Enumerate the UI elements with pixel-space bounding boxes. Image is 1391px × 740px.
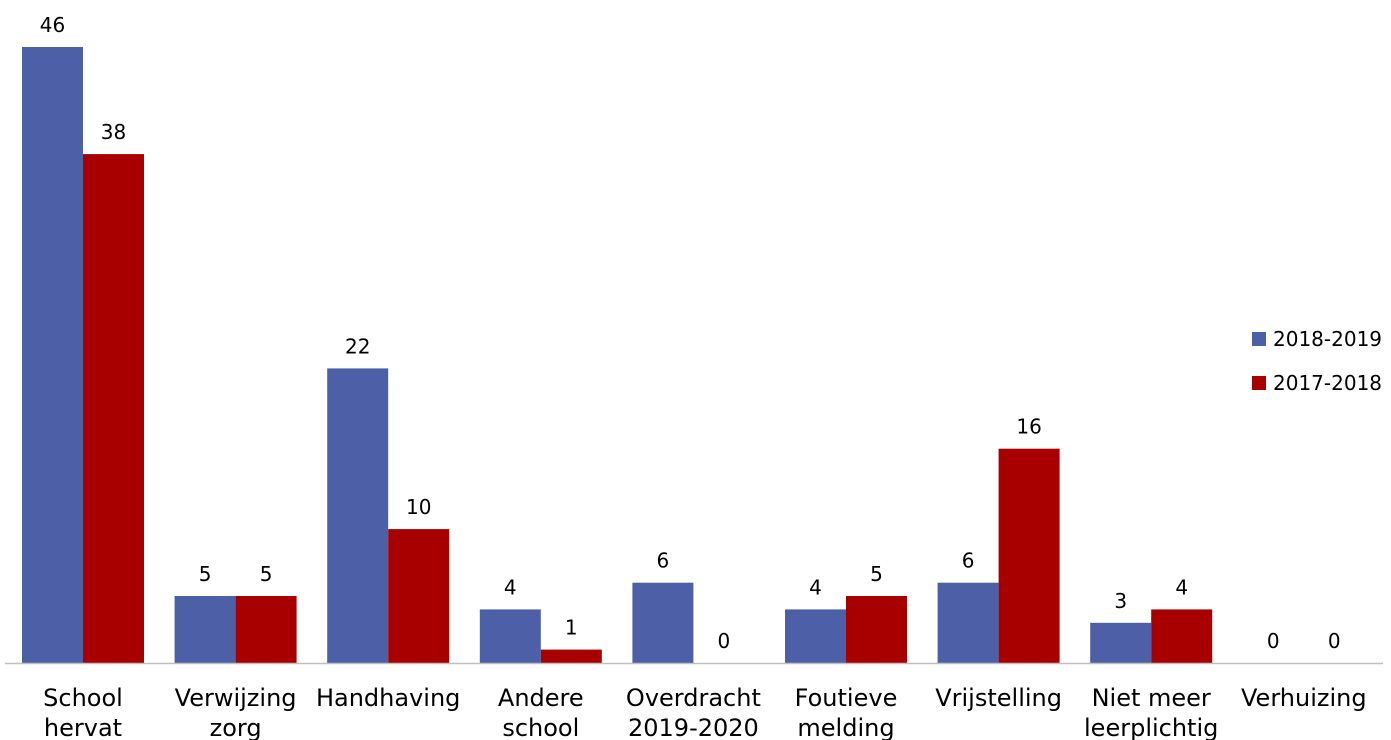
legend-swatch [1252, 376, 1266, 390]
category-label: Niet meer [1092, 684, 1211, 712]
bar-value-label: 5 [260, 562, 273, 586]
bar-series-a [1090, 622, 1152, 663]
bar-value-label: 0 [1328, 629, 1341, 653]
bar-series-a [937, 582, 999, 663]
bar-series-b [540, 649, 602, 663]
category-label: melding [797, 714, 894, 740]
bar-value-label: 0 [1267, 629, 1280, 653]
bar-value-label: 3 [1114, 589, 1127, 613]
bar-value-label: 6 [657, 549, 670, 573]
category-label: Handhaving [316, 684, 460, 712]
category-label: Foutieve [795, 684, 898, 712]
bar-value-label: 22 [345, 334, 370, 358]
category-label: zorg [210, 714, 262, 740]
bar-value-label: 1 [565, 616, 578, 640]
bar-series-a [327, 368, 389, 663]
bar-value-label: 4 [504, 575, 517, 599]
category-label: 2019-2020 [628, 714, 759, 740]
bar-value-label: 6 [962, 549, 975, 573]
bar-series-a [785, 609, 846, 663]
bar-value-label: 16 [1016, 415, 1041, 439]
category-label: hervat [44, 714, 122, 740]
bar-value-label: 10 [406, 495, 431, 519]
category-label: Verhuizing [1241, 684, 1367, 712]
legend-label: 2017-2018 [1273, 371, 1382, 395]
bar-value-label: 5 [199, 562, 212, 586]
bar-series-b [83, 154, 144, 663]
bar-series-b [846, 596, 907, 663]
bar-value-label: 0 [718, 629, 731, 653]
bar-value-label: 5 [870, 562, 883, 586]
bar-series-a [174, 596, 236, 663]
bar-series-b [235, 596, 297, 663]
bar-series-b [998, 448, 1060, 663]
bars-group [22, 47, 1213, 663]
bar-value-label: 4 [809, 575, 822, 599]
category-label: Verwijzing [175, 684, 297, 712]
bar-value-label: 38 [101, 120, 126, 144]
category-label: school [502, 714, 579, 740]
bar-series-a [479, 609, 541, 663]
bar-series-a [22, 47, 83, 663]
bar-value-label: 4 [1175, 575, 1188, 599]
category-label: leerplichtig [1084, 714, 1218, 740]
bar-series-a [632, 582, 694, 663]
legend-swatch [1252, 332, 1266, 346]
legend: 2018-2019 2017-2018 [1252, 327, 1382, 395]
bar-value-label: 46 [40, 13, 65, 37]
category-label: School [43, 684, 123, 712]
category-label: Andere [498, 684, 584, 712]
bar-series-b [1151, 609, 1213, 663]
legend-label: 2018-2019 [1273, 327, 1382, 351]
category-label: Overdracht [626, 684, 761, 712]
bar-series-b [388, 529, 450, 663]
category-label: Vrijstelling [935, 684, 1062, 712]
